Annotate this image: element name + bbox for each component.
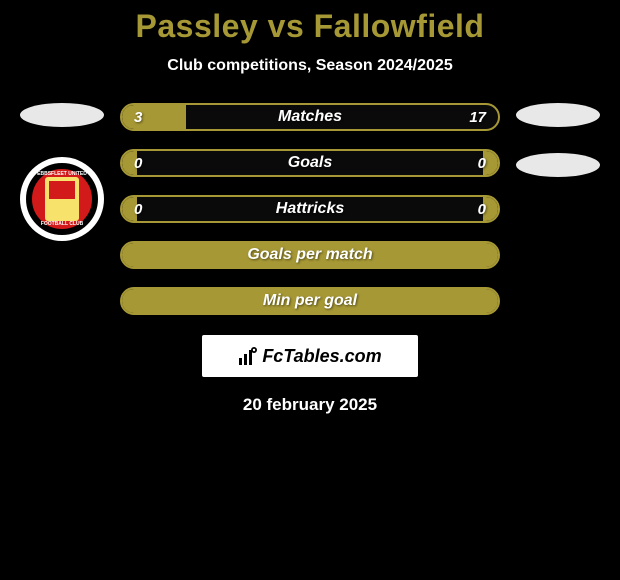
stat-bar: 3 17 Matches [120, 103, 500, 131]
club-badge-placeholder-right [516, 153, 600, 177]
page-title: Passley vs Fallowfield [0, 0, 620, 45]
watermark-text: FcTables.com [262, 346, 381, 367]
stat-value-left: 3 [134, 109, 142, 126]
stat-value-left: 0 [134, 201, 142, 218]
stat-bars: 3 17 Matches 0 0 Goals 0 0 Hattricks Goals per ma… [106, 103, 514, 315]
bar-fill-left [122, 105, 186, 129]
stat-label: Hattricks [276, 200, 344, 218]
stat-bar: 0 0 Hattricks [120, 195, 500, 223]
footer-date: 20 february 2025 [0, 395, 620, 415]
right-column [514, 103, 602, 177]
main-content: EBBSFLEET UNITED FOOTBALL CLUB 3 17 Matche… [0, 103, 620, 315]
stat-label: Matches [278, 108, 342, 126]
player-photo-placeholder-left [20, 103, 104, 127]
club-badge-left: EBBSFLEET UNITED FOOTBALL CLUB [20, 157, 104, 241]
chart-icon [238, 346, 258, 366]
left-column: EBBSFLEET UNITED FOOTBALL CLUB [18, 103, 106, 241]
player-photo-placeholder-right [516, 103, 600, 127]
stat-label: Min per goal [263, 292, 357, 310]
page-subtitle: Club competitions, Season 2024/2025 [0, 57, 620, 75]
stat-bar: 0 0 Goals [120, 149, 500, 177]
stat-label: Goals per match [247, 246, 372, 264]
stat-value-right: 0 [478, 201, 486, 218]
club-badge-center-icon [45, 177, 79, 221]
watermark[interactable]: FcTables.com [202, 335, 418, 377]
club-badge-inner: EBBSFLEET UNITED FOOTBALL CLUB [26, 163, 98, 235]
club-badge-bottom-text: FOOTBALL CLUB [41, 221, 83, 227]
stat-label: Goals [288, 154, 332, 172]
stat-bar: Goals per match [120, 241, 500, 269]
stat-value-right: 17 [469, 109, 486, 126]
stat-value-right: 0 [478, 155, 486, 172]
stat-value-left: 0 [134, 155, 142, 172]
stat-bar: Min per goal [120, 287, 500, 315]
